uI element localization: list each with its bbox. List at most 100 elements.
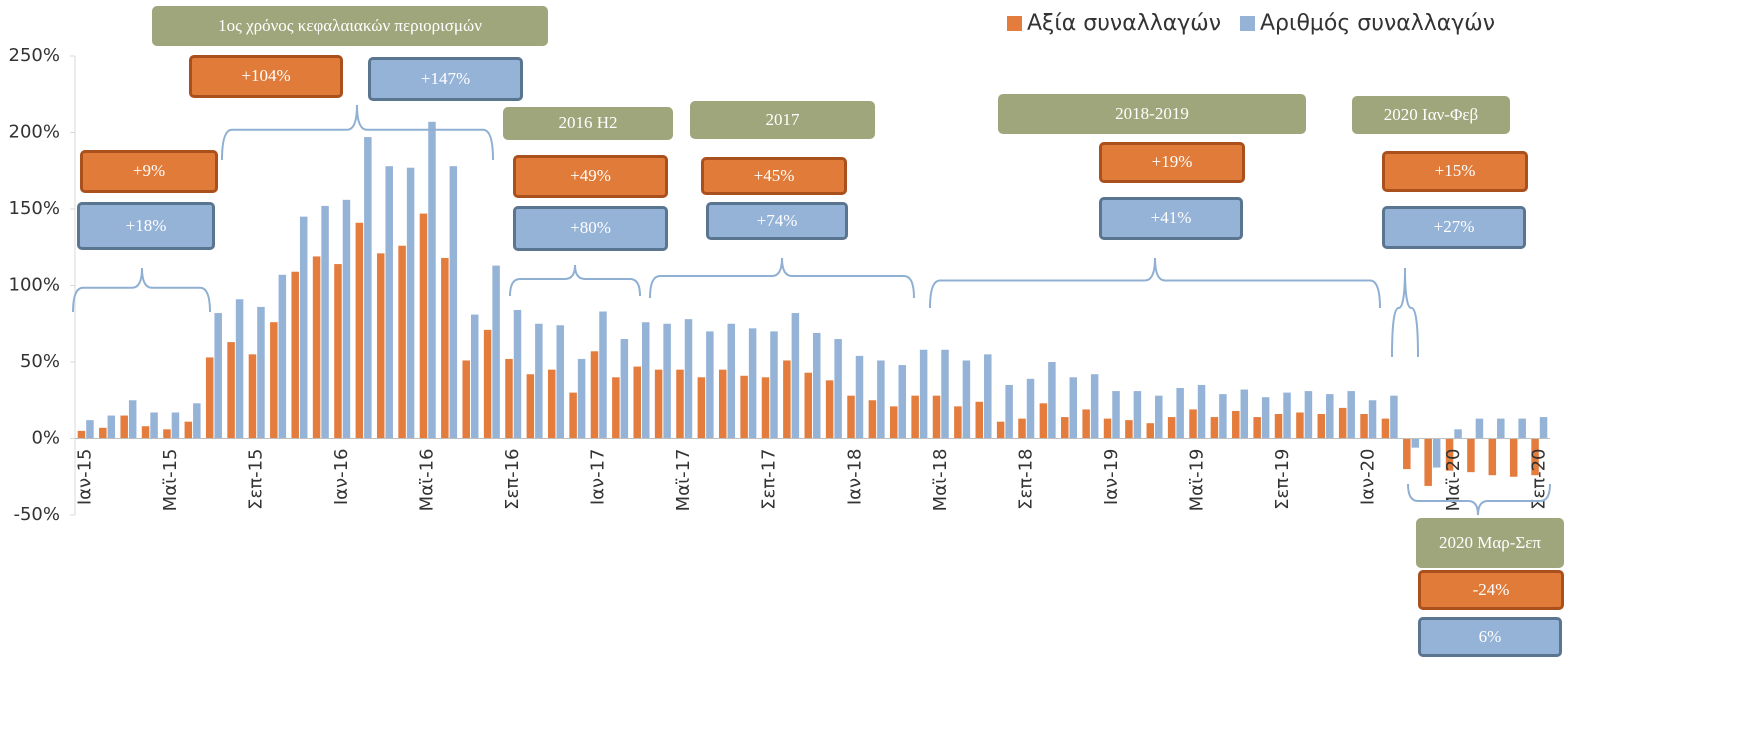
bar [150,412,158,439]
bar [718,369,727,439]
x-tick-label: Μαϊ-16 [417,449,438,512]
bar [163,429,171,439]
bar [193,403,201,439]
bar [1103,418,1112,439]
bar [526,374,535,439]
bar [171,412,180,439]
bar [984,354,992,439]
bar [1146,423,1155,439]
bar [770,331,778,439]
x-tick-label: Μαϊ-19 [1186,449,1207,512]
x-tick-label: Μαϊ-20 [1443,449,1464,512]
bar [355,222,364,439]
bar [1445,438,1454,471]
count-change-label: +80% [513,206,668,251]
bar [120,415,128,439]
bar [1197,384,1206,439]
bar [483,329,492,439]
brace [1407,483,1551,516]
bar [855,355,864,439]
y-tick-label: 250% [9,45,60,66]
bar [1167,417,1176,439]
x-tick-label: Σεπ-18 [1015,449,1036,510]
period-label: 2017 [690,101,875,139]
count-change-label: +74% [706,202,848,240]
bar [1069,377,1078,439]
bar [1497,418,1505,439]
bar [364,137,372,439]
bar [1381,418,1390,439]
bar [99,427,107,439]
value-change-label: +104% [189,55,343,98]
bar [612,377,620,439]
bar [1539,417,1548,439]
y-tick-label: 200% [9,122,60,143]
bar [684,319,693,439]
bar [1026,378,1035,439]
bar [877,360,885,439]
bar [1176,388,1184,439]
x-tick-label: Σεπ-17 [759,449,780,510]
bar [1326,394,1334,439]
value-change-label: +49% [513,155,668,198]
bar [1368,400,1377,439]
bar [1360,414,1368,439]
bar [376,253,385,439]
value-change-label: +15% [1382,151,1528,192]
value-change-label: +19% [1099,142,1245,183]
bar [1454,429,1462,439]
bar [278,274,287,439]
bar [462,360,470,439]
bar [1112,391,1120,439]
bar [633,366,641,439]
brace [509,264,641,297]
bar [804,372,812,439]
x-tick-label: Σεπ-15 [246,449,267,510]
bar [470,314,479,439]
x-tick-label: Σεπ-20 [1528,449,1549,510]
bar [740,375,748,439]
bar [513,309,522,439]
legend-swatch [1240,16,1255,31]
bar [441,257,449,439]
bar [299,216,308,439]
bar [141,426,150,439]
bar [975,401,984,439]
bar [86,420,94,439]
bar [342,199,351,439]
x-tick-label: Ιαν-17 [588,449,609,506]
bar [406,167,415,439]
x-tick-label: Ιαν-15 [75,449,96,506]
brace [72,267,211,313]
bar [932,395,941,439]
bar [312,256,321,439]
bar [890,406,898,439]
bar [783,360,791,439]
bar [868,400,877,439]
y-tick-label: 50% [20,351,60,372]
bar [227,342,235,439]
bar [697,377,706,439]
x-tick-label: Ιαν-18 [844,449,865,506]
count-change-label: +18% [77,202,215,250]
count-change-label: +147% [368,57,523,101]
brace [929,257,1381,309]
bar [1274,414,1283,439]
bar [1467,438,1475,473]
bar [1424,438,1432,486]
period-label: 2020 Ιαν-Φεβ [1352,96,1510,134]
bar [214,313,222,439]
bar [748,328,757,439]
period-label: 2018-2019 [998,94,1306,134]
period-label: 2020 Μαρ-Σεπ [1416,518,1564,568]
bar [257,306,265,439]
bar [270,322,278,439]
period-label: 1ος χρόνος κεφαλαιακών περιορισμών [152,6,548,46]
value-change-label: +45% [701,157,847,195]
bar [1125,420,1133,439]
bar [569,392,577,439]
y-tick-label: 150% [9,198,60,219]
bar [941,349,949,439]
bar [248,354,257,439]
bar [1304,391,1313,439]
